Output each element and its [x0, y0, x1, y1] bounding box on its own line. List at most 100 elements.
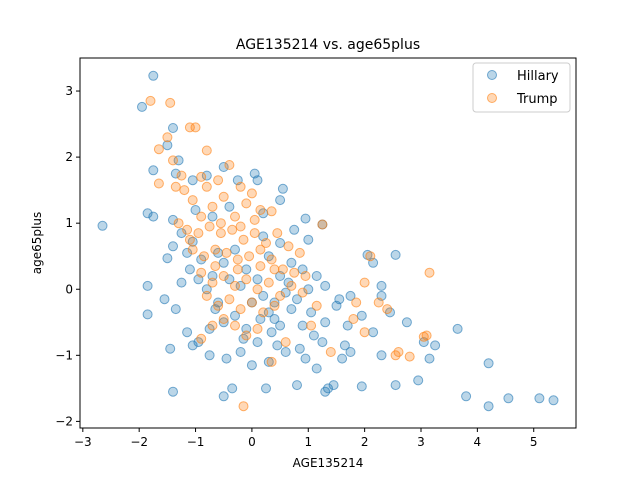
chart-title: AGE135214 vs. age65plus [236, 37, 420, 53]
data-point-hillary [345, 347, 356, 357]
data-point-hillary [303, 284, 314, 295]
data-point-hillary [266, 327, 277, 338]
data-point-trump [351, 297, 362, 308]
data-point-trump [404, 351, 415, 362]
x-tick-label: 4 [474, 435, 482, 449]
data-point-trump [193, 228, 204, 239]
data-point-trump [241, 198, 252, 209]
data-point-trump [170, 181, 181, 192]
data-point-hillary [430, 340, 441, 351]
data-point-trump [246, 297, 257, 308]
data-point-hillary [275, 238, 286, 248]
data-point-hillary [300, 213, 311, 224]
data-point-trump [421, 330, 432, 341]
data-point-trump [294, 247, 305, 258]
data-point-hillary [165, 343, 176, 354]
points-layer [97, 70, 559, 412]
data-point-trump [359, 327, 370, 338]
data-point-hillary [320, 386, 331, 397]
data-point-hillary [401, 317, 412, 328]
x-tick-label: −1 [187, 435, 205, 449]
y-tick-label: 2 [65, 150, 73, 164]
data-point-trump [390, 350, 401, 361]
data-point-hillary [308, 330, 319, 341]
data-point-hillary [280, 287, 291, 298]
data-point-hillary [356, 381, 367, 392]
x-tick-label: −3 [74, 435, 92, 449]
data-point-trump [153, 178, 164, 189]
data-point-hillary [452, 323, 463, 334]
data-point-hillary [168, 241, 178, 252]
data-point-trump [218, 314, 229, 324]
data-point-trump [210, 261, 221, 272]
x-axis-label: AGE135214 [293, 456, 364, 470]
data-point-hillary [176, 277, 187, 288]
data-point-trump [207, 277, 218, 288]
data-point-hillary [170, 168, 181, 179]
data-point-trump [311, 300, 322, 311]
data-point-trump [280, 337, 291, 348]
x-tick-label: −2 [130, 435, 148, 449]
data-point-trump [283, 241, 294, 252]
data-point-trump [263, 277, 274, 288]
data-point-trump [227, 224, 238, 235]
data-point-hillary [320, 317, 331, 328]
data-point-hillary [221, 353, 232, 364]
data-point-hillary [263, 307, 274, 318]
data-point-trump [252, 323, 263, 334]
data-point-trump [190, 122, 201, 133]
data-point-trump [215, 218, 226, 229]
data-point-hillary [320, 280, 331, 291]
data-point-hillary [246, 360, 257, 371]
data-point-trump [224, 294, 235, 305]
data-point-trump [269, 264, 280, 275]
data-point-trump [241, 330, 252, 341]
data-point-hillary [297, 320, 308, 331]
x-tick-label: 0 [248, 435, 256, 449]
data-point-hillary [187, 175, 198, 186]
data-point-hillary [286, 304, 297, 315]
data-point-hillary [162, 140, 173, 151]
data-point-hillary [345, 290, 356, 301]
data-point-trump [348, 314, 359, 324]
data-point-hillary [368, 327, 379, 338]
data-point-hillary [148, 211, 159, 222]
data-point-trump [196, 267, 207, 278]
data-point-trump [224, 160, 235, 170]
data-point-hillary [168, 214, 178, 225]
data-point-trump [168, 155, 178, 166]
data-point-hillary [252, 175, 263, 186]
data-point-hillary [317, 337, 328, 348]
data-point-trump [218, 271, 229, 281]
data-point-hillary [207, 211, 218, 222]
data-point-hillary [142, 208, 153, 219]
data-point-hillary [534, 393, 545, 404]
data-point-trump [300, 271, 311, 281]
data-point-hillary [300, 353, 311, 364]
data-point-hillary [187, 340, 198, 351]
data-point-hillary [224, 274, 235, 285]
data-point-hillary [148, 165, 159, 176]
x-tick-label: 2 [361, 435, 369, 449]
x-tick-label: 3 [417, 435, 425, 449]
data-point-hillary [289, 224, 300, 235]
data-point-trump [196, 333, 207, 344]
data-point-hillary [142, 280, 153, 291]
data-point-trump [249, 214, 260, 225]
data-point-trump [373, 297, 384, 308]
data-point-trump [306, 320, 317, 331]
data-point-hillary [252, 337, 263, 348]
data-point-hillary [292, 380, 302, 391]
legend-label-hillary: Hillary [517, 69, 559, 84]
data-point-trump [196, 211, 207, 222]
x-axis-ticks: −3 −2 −1 0 1 2 3 4 5 [74, 428, 538, 449]
data-point-trump [255, 205, 266, 215]
data-point-trump [382, 304, 393, 315]
data-point-hillary [224, 201, 235, 212]
data-point-hillary [275, 320, 286, 331]
y-tick-label: 0 [65, 282, 73, 296]
data-point-hillary [227, 383, 238, 394]
data-point-trump [272, 228, 283, 239]
data-point-trump [269, 300, 280, 311]
data-point-trump [266, 356, 277, 367]
